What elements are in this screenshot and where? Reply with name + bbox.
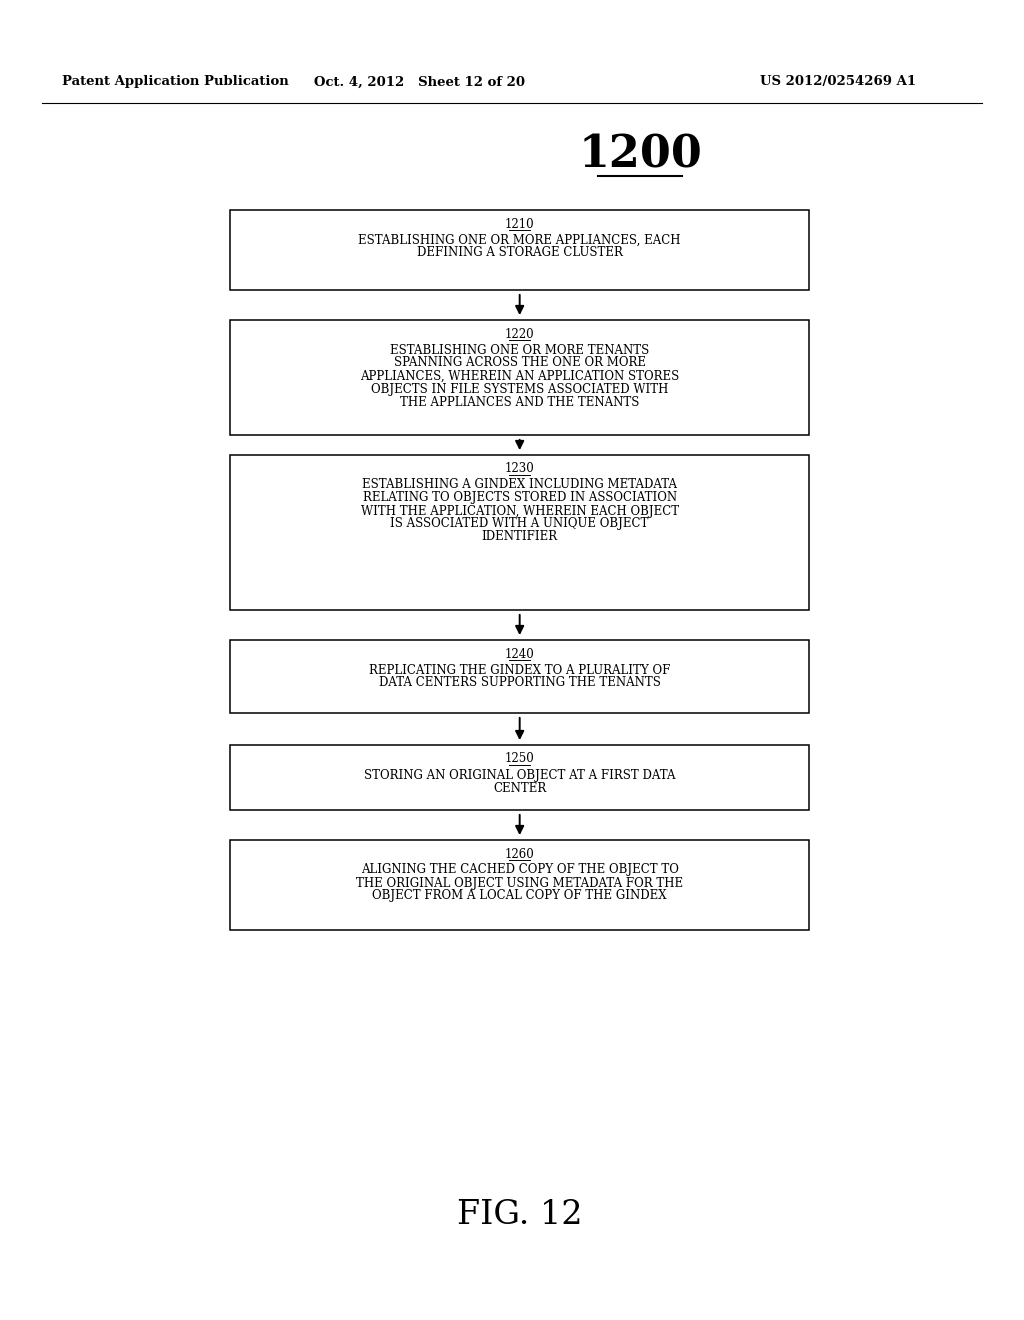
Text: WITH THE APPLICATION, WHEREIN EACH OBJECT: WITH THE APPLICATION, WHEREIN EACH OBJEC…	[360, 504, 679, 517]
Text: APPLIANCES, WHEREIN AN APPLICATION STORES: APPLIANCES, WHEREIN AN APPLICATION STORE…	[360, 370, 679, 383]
Text: THE APPLIANCES AND THE TENANTS: THE APPLIANCES AND THE TENANTS	[400, 396, 639, 408]
Text: SPANNING ACROSS THE ONE OR MORE: SPANNING ACROSS THE ONE OR MORE	[393, 356, 646, 370]
Text: REPLICATING THE GINDEX TO A PLURALITY OF: REPLICATING THE GINDEX TO A PLURALITY OF	[369, 664, 671, 676]
Text: RELATING TO OBJECTS STORED IN ASSOCIATION: RELATING TO OBJECTS STORED IN ASSOCIATIO…	[362, 491, 677, 504]
Text: DEFINING A STORAGE CLUSTER: DEFINING A STORAGE CLUSTER	[417, 247, 623, 260]
Text: IDENTIFIER: IDENTIFIER	[481, 531, 558, 544]
Text: 1230: 1230	[505, 462, 535, 475]
Text: ESTABLISHING ONE OR MORE APPLIANCES, EACH: ESTABLISHING ONE OR MORE APPLIANCES, EAC…	[358, 234, 681, 247]
Text: FIG. 12: FIG. 12	[457, 1199, 583, 1232]
Text: US 2012/0254269 A1: US 2012/0254269 A1	[760, 75, 916, 88]
Bar	[230, 319, 809, 436]
Text: ALIGNING THE CACHED COPY OF THE OBJECT TO: ALIGNING THE CACHED COPY OF THE OBJECT T…	[360, 863, 679, 876]
Text: Oct. 4, 2012   Sheet 12 of 20: Oct. 4, 2012 Sheet 12 of 20	[314, 75, 525, 88]
Text: Patent Application Publication: Patent Application Publication	[62, 75, 289, 88]
Text: OBJECT FROM A LOCAL COPY OF THE GINDEX: OBJECT FROM A LOCAL COPY OF THE GINDEX	[373, 890, 667, 903]
Text: DATA CENTERS SUPPORTING THE TENANTS: DATA CENTERS SUPPORTING THE TENANTS	[379, 676, 660, 689]
Text: 1210: 1210	[505, 218, 535, 231]
Text: IS ASSOCIATED WITH A UNIQUE OBJECT: IS ASSOCIATED WITH A UNIQUE OBJECT	[390, 517, 649, 531]
Bar	[230, 210, 809, 290]
Text: ESTABLISHING ONE OR MORE TENANTS: ESTABLISHING ONE OR MORE TENANTS	[390, 343, 649, 356]
Text: 1200: 1200	[579, 133, 701, 177]
Text: 1240: 1240	[505, 648, 535, 660]
Text: OBJECTS IN FILE SYSTEMS ASSOCIATED WITH: OBJECTS IN FILE SYSTEMS ASSOCIATED WITH	[371, 383, 669, 396]
Bar	[230, 840, 809, 931]
Text: CENTER: CENTER	[493, 781, 547, 795]
Text: 1220: 1220	[505, 327, 535, 341]
Text: ESTABLISHING A GINDEX INCLUDING METADATA: ESTABLISHING A GINDEX INCLUDING METADATA	[362, 479, 677, 491]
Text: 1260: 1260	[505, 847, 535, 861]
Text: THE ORIGINAL OBJECT USING METADATA FOR THE: THE ORIGINAL OBJECT USING METADATA FOR T…	[356, 876, 683, 890]
Bar	[230, 640, 809, 713]
Bar	[230, 744, 809, 810]
Bar	[230, 455, 809, 610]
Text: 1250: 1250	[505, 752, 535, 766]
Text: STORING AN ORIGINAL OBJECT AT A FIRST DATA: STORING AN ORIGINAL OBJECT AT A FIRST DA…	[364, 768, 676, 781]
